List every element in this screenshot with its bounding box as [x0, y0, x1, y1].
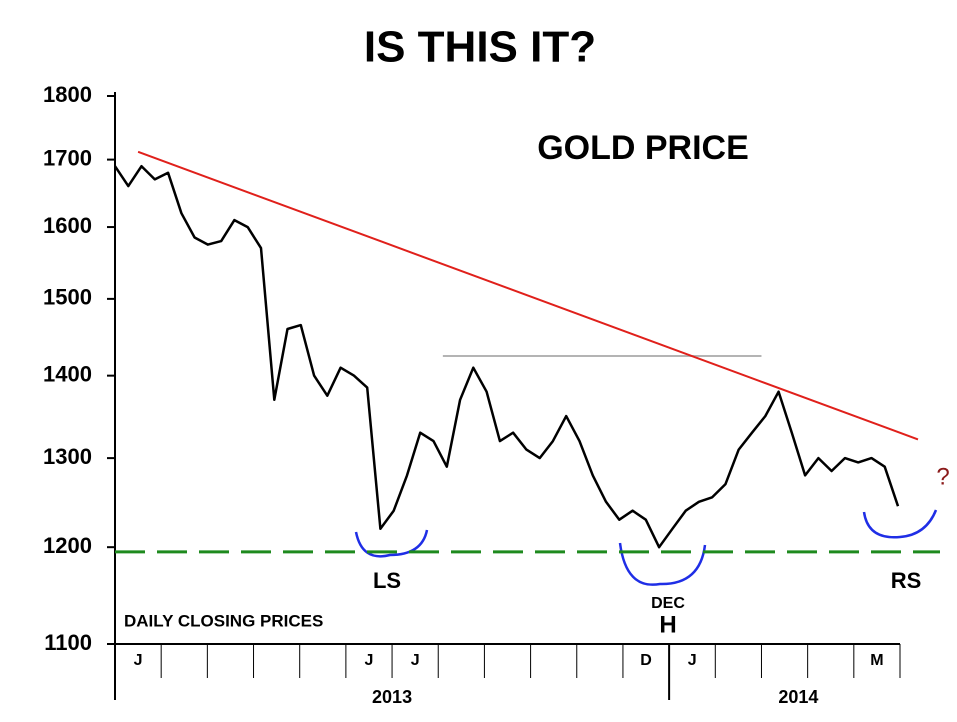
shoulder-arc	[354, 529, 429, 558]
annotation: RS	[891, 568, 922, 593]
annotation: H	[659, 611, 676, 638]
year-label: 2014	[778, 687, 818, 707]
y-tick-label: 1800	[43, 82, 92, 107]
note: DAILY CLOSING PRICES	[124, 611, 323, 630]
y-tick-label: 1600	[43, 213, 92, 238]
price-line	[113, 164, 900, 549]
y-tick-label: 1100	[44, 630, 92, 655]
annotation: DEC	[651, 595, 685, 612]
chart-title: IS THIS IT?	[364, 23, 596, 72]
y-tick-label: 1700	[43, 145, 92, 170]
x-tick-label: M	[870, 652, 883, 669]
trend-line	[137, 150, 919, 441]
x-tick-label: J	[134, 652, 143, 669]
y-tick-label: 1300	[43, 444, 92, 469]
annotation: ?	[936, 463, 949, 490]
shoulder-arc	[862, 509, 938, 539]
x-tick-label: D	[640, 652, 652, 669]
year-label: 2013	[372, 687, 412, 707]
x-tick-label: J	[365, 652, 374, 669]
head-arc	[618, 542, 707, 586]
y-tick-label: 1400	[43, 361, 92, 386]
x-tick-label: J	[688, 652, 697, 669]
chart-subtitle: GOLD PRICE	[537, 129, 749, 167]
y-tick-label: 1500	[43, 285, 92, 310]
annotation: LS	[373, 568, 401, 593]
y-tick-label: 1200	[43, 533, 92, 558]
x-tick-label: J	[411, 652, 420, 669]
